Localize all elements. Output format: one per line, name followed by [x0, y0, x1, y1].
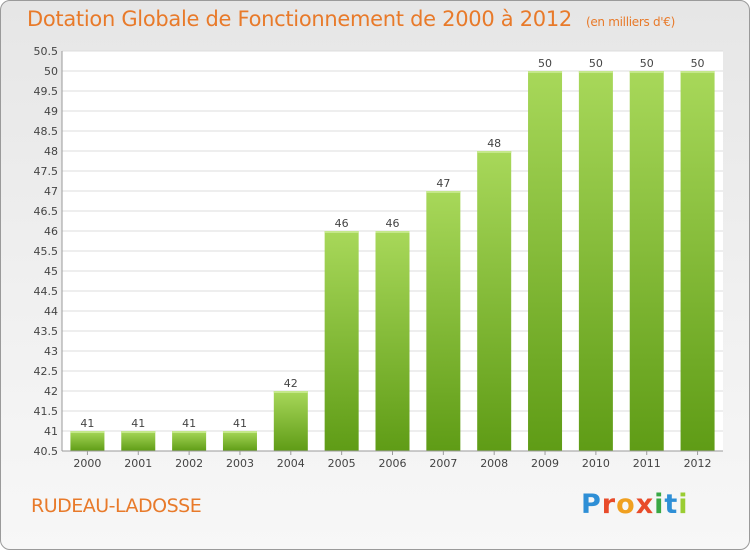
- bars: 41 41 41 41 42 46 46 47 48 50 50 50 50: [70, 57, 715, 451]
- y-tick-label: 48.5: [34, 125, 59, 138]
- data-label: 41: [182, 417, 196, 430]
- y-tick-label: 50.5: [34, 45, 59, 58]
- x-tick-label: 2007: [429, 457, 457, 470]
- bar-highlight: [222, 431, 257, 433]
- chart-title-text: Dotation Globale de Fonctionnement de 20…: [27, 7, 572, 31]
- bar-highlight: [528, 71, 563, 73]
- y-tick-label: 49.5: [34, 85, 59, 98]
- y-tick-label: 42: [44, 385, 58, 398]
- y-tick-label: 43: [44, 345, 58, 358]
- bar-highlight: [273, 391, 308, 393]
- x-axis-ticks: 2000 2001 2002 2003 2004 2005 2006 2007 2008 2009…: [73, 451, 712, 470]
- y-tick-label: 47.5: [34, 165, 59, 178]
- bar-2006: [375, 231, 410, 451]
- data-label: 47: [436, 177, 450, 190]
- x-tick-label: 2002: [175, 457, 203, 470]
- data-label: 42: [284, 377, 298, 390]
- bar-2010: [578, 71, 613, 451]
- bar-2003: [222, 431, 257, 451]
- bar-highlight: [70, 431, 105, 433]
- logo-letter: r: [601, 489, 617, 520]
- bar-highlight: [121, 431, 156, 433]
- y-tick-label: 48: [44, 145, 58, 158]
- commune-name: RUDEAU-LADOSSE: [31, 495, 202, 517]
- y-tick-label: 44: [44, 305, 58, 318]
- y-tick-label: 45.5: [34, 245, 59, 258]
- logo-letter: t: [664, 489, 679, 520]
- y-tick-label: 41.5: [34, 405, 59, 418]
- data-label: 50: [538, 57, 552, 70]
- bar-2007: [426, 191, 461, 451]
- bar-highlight: [172, 431, 207, 433]
- bar-highlight: [477, 151, 512, 153]
- data-label: 48: [487, 137, 501, 150]
- data-label: 46: [386, 217, 400, 230]
- bar-2009: [528, 71, 563, 451]
- x-tick-label: 2010: [582, 457, 610, 470]
- logo-letter: i: [678, 489, 689, 520]
- bar-2002: [172, 431, 207, 451]
- data-label: 41: [131, 417, 145, 430]
- logo-letter: x: [635, 489, 655, 520]
- bar-2001: [121, 431, 156, 451]
- data-label: 50: [691, 57, 705, 70]
- bar-2011: [629, 71, 664, 451]
- proxiti-logo[interactable]: Proxiti: [581, 489, 691, 529]
- y-axis-ticks: 40.5 41 41.5 42 42.5 43 43.5 44 44.5 45 45.5 46 46.5…: [34, 45, 59, 458]
- logo-letter: P: [581, 489, 602, 520]
- bar-2000: [70, 431, 105, 451]
- chart-unit: (en milliers d'€): [585, 15, 675, 29]
- bar-2004: [273, 391, 308, 451]
- x-tick-label: 2004: [277, 457, 305, 470]
- bar-highlight: [426, 191, 461, 193]
- bar-2008: [477, 151, 512, 451]
- bar-highlight: [578, 71, 613, 73]
- x-tick-label: 2000: [73, 457, 101, 470]
- x-tick-label: 2009: [531, 457, 559, 470]
- data-label: 50: [589, 57, 603, 70]
- bar-2005: [324, 231, 359, 451]
- y-tick-label: 43.5: [34, 325, 59, 338]
- y-tick-label: 40.5: [34, 445, 59, 458]
- x-tick-label: 2005: [328, 457, 356, 470]
- x-tick-label: 2011: [633, 457, 661, 470]
- y-tick-label: 45: [44, 265, 58, 278]
- y-tick-label: 41: [44, 425, 58, 438]
- y-tick-label: 44.5: [34, 285, 59, 298]
- y-tick-label: 42.5: [34, 365, 59, 378]
- bar-2012: [680, 71, 715, 451]
- logo-letter: o: [616, 489, 636, 520]
- y-tick-label: 49: [44, 105, 58, 118]
- x-tick-label: 2012: [684, 457, 712, 470]
- x-tick-label: 2008: [480, 457, 508, 470]
- bar-highlight: [324, 231, 359, 233]
- data-label: 41: [80, 417, 94, 430]
- y-tick-label: 46.5: [34, 205, 59, 218]
- y-tick-label: 47: [44, 185, 58, 198]
- y-tick-label: 46: [44, 225, 58, 238]
- logo-letter: i: [654, 489, 665, 520]
- data-label: 50: [640, 57, 654, 70]
- bar-highlight: [680, 71, 715, 73]
- x-tick-label: 2001: [124, 457, 152, 470]
- chart-title: Dotation Globale de Fonctionnement de 20…: [27, 7, 675, 31]
- y-tick-label: 50: [44, 65, 58, 78]
- x-tick-label: 2003: [226, 457, 254, 470]
- x-tick-label: 2006: [379, 457, 407, 470]
- bar-highlight: [629, 71, 664, 73]
- data-label: 46: [335, 217, 349, 230]
- data-label: 41: [233, 417, 247, 430]
- bar-highlight: [375, 231, 410, 233]
